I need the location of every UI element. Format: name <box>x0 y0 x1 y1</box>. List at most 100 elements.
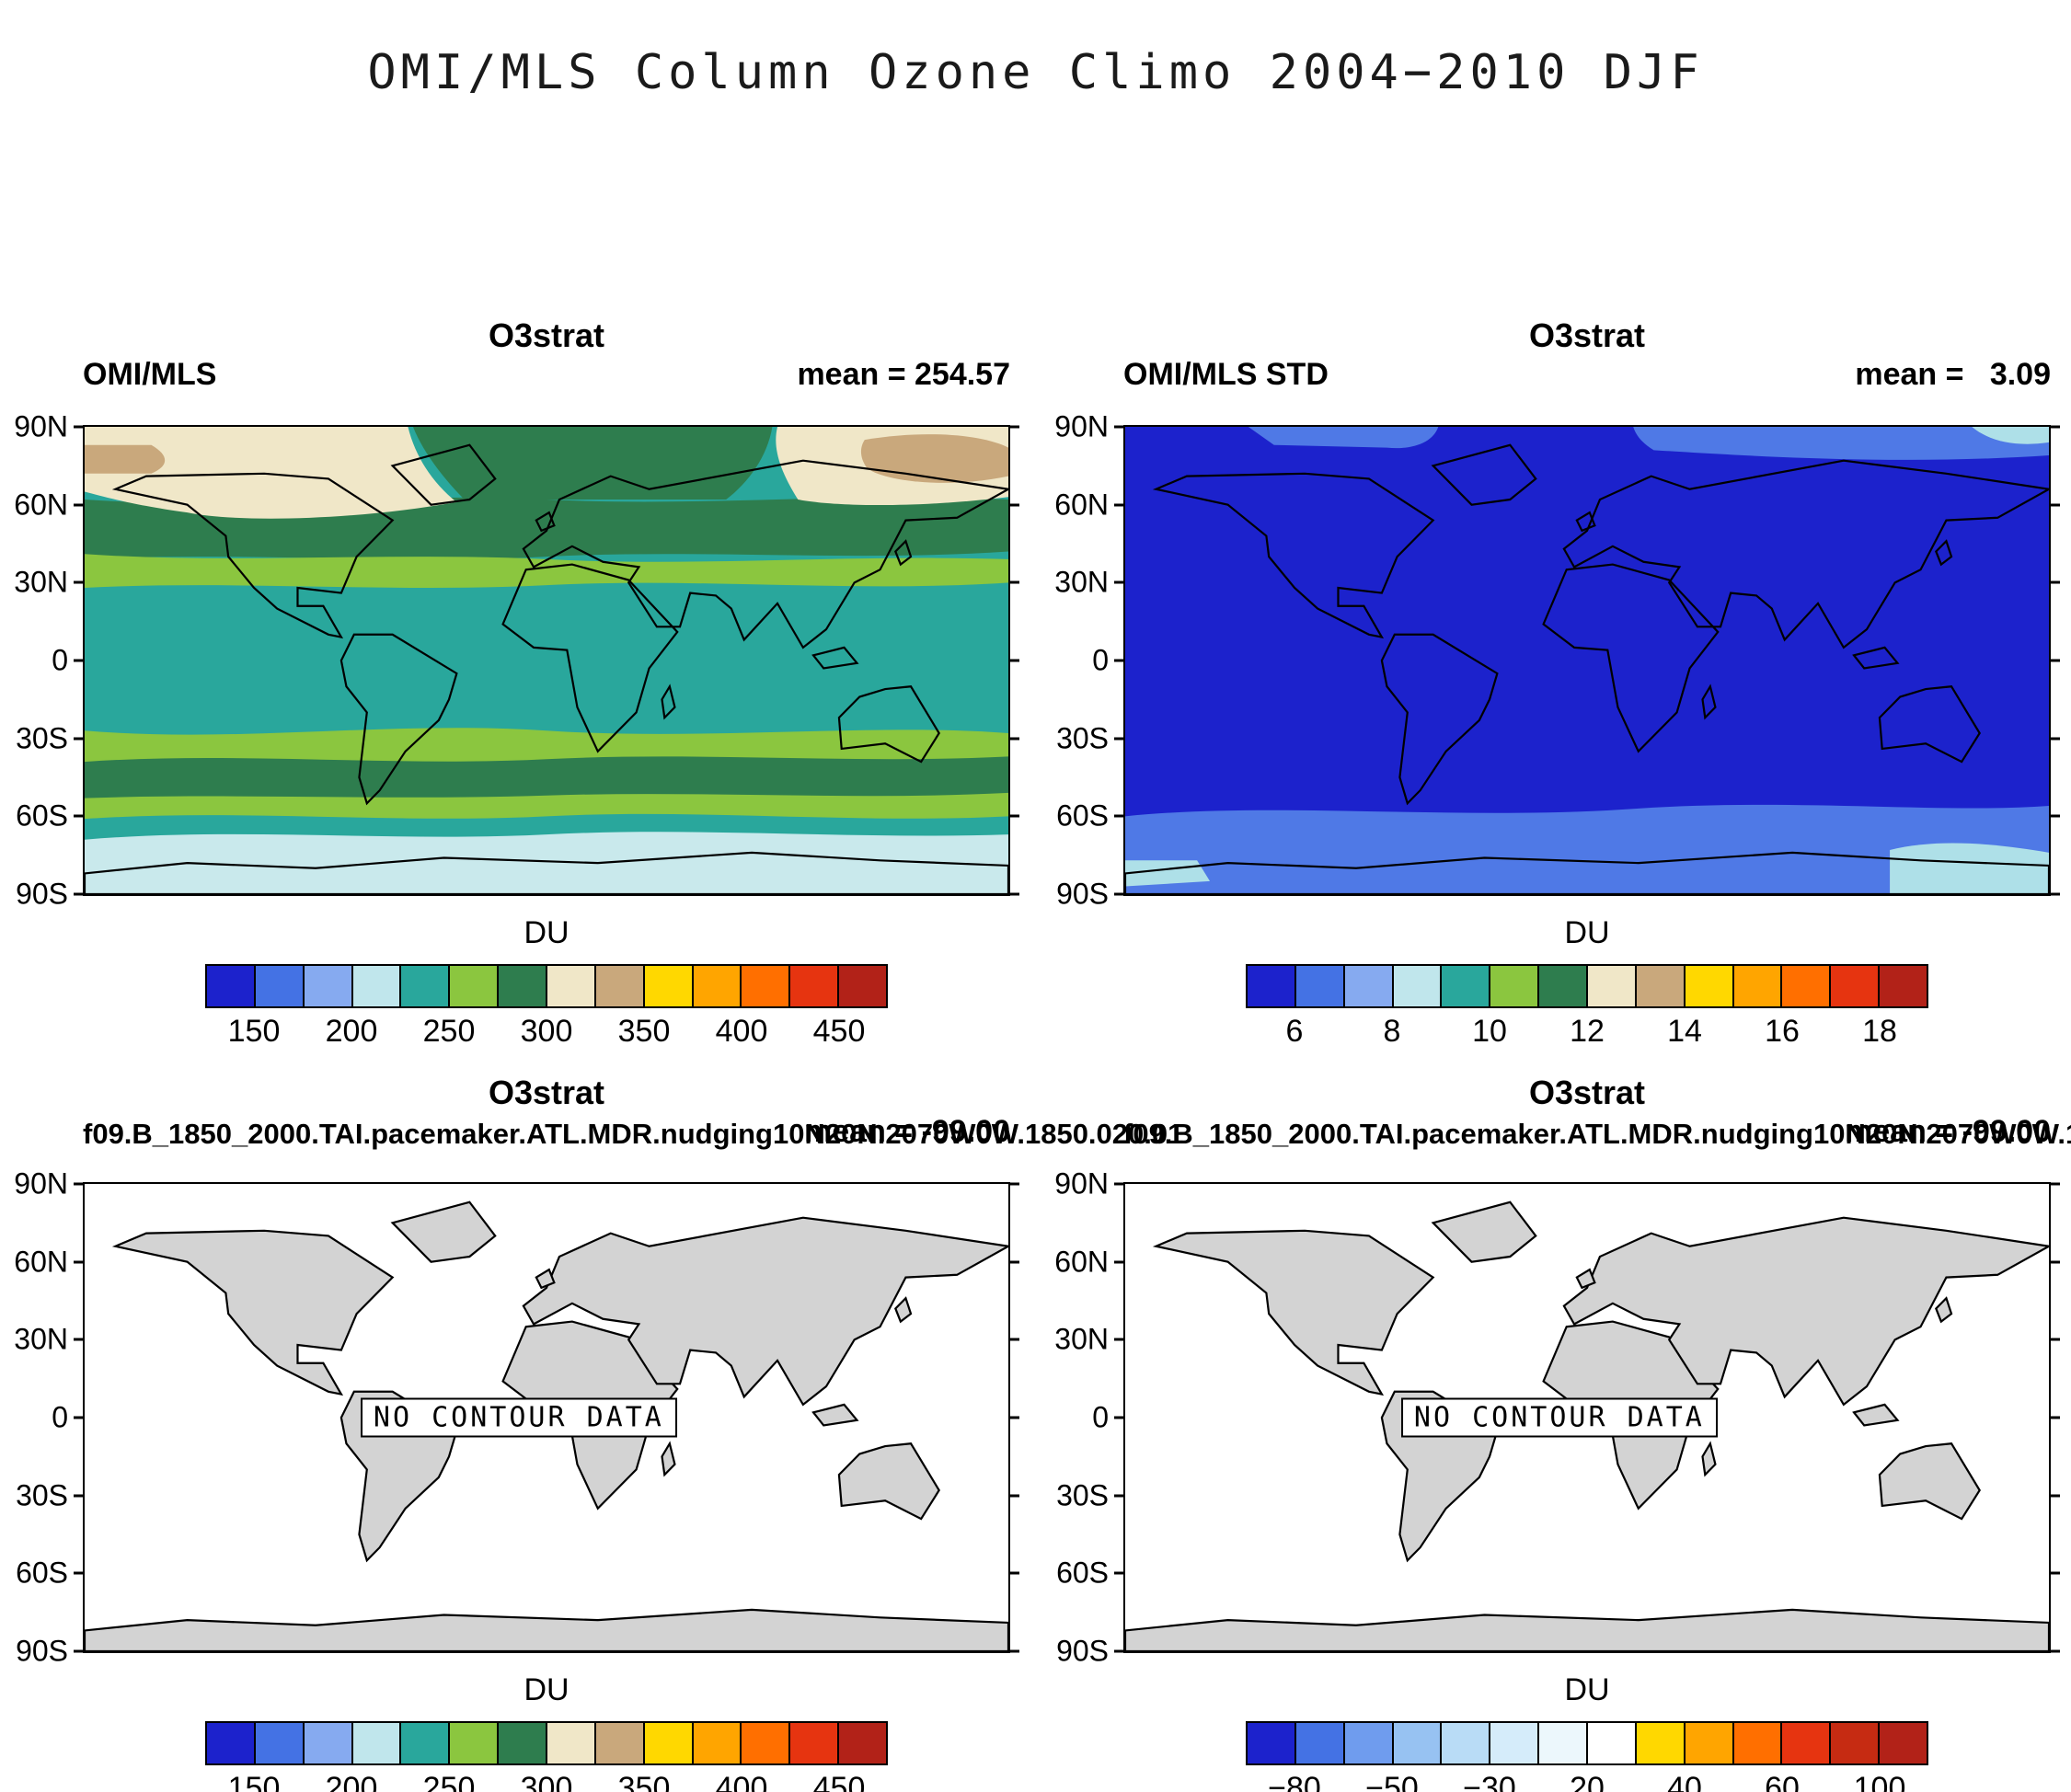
contour-band <box>85 756 1008 798</box>
colorbar-cell <box>1248 1723 1296 1763</box>
colorbar-cell <box>499 1723 548 1763</box>
latitude-tick-label: 60S <box>16 798 68 833</box>
latitude-tick-label: 60S <box>1056 1556 1109 1590</box>
colorbar-cell <box>1442 966 1491 1006</box>
colorbar-cell <box>304 1723 353 1763</box>
colorbar-units: DU <box>524 1672 570 1707</box>
colorbar-ozone: 150 200 250 300 350 400 450 <box>205 964 888 1051</box>
latitude-tick-label: 60N <box>14 488 68 522</box>
panel-omimls-std: O3strat OMI/MLS STD mean = 3.09 90N 60N 30… <box>1054 315 2060 1051</box>
latitude-tick <box>1008 1649 1019 1653</box>
latitude-tick-label: 60N <box>1054 1245 1109 1279</box>
latitude-tick-label: 30N <box>1054 1322 1109 1356</box>
latitude-tick <box>2049 1494 2060 1498</box>
latitude-tick-label: 90S <box>1056 1634 1109 1668</box>
latitude-tick-label: 90N <box>1054 1166 1109 1200</box>
latitude-tick <box>1008 1182 1019 1186</box>
latitude-tick-label: 30N <box>14 565 68 599</box>
contour-band <box>85 444 166 474</box>
panel-mean-value: mean = -99.00 <box>804 1114 1010 1149</box>
colorbar-cells <box>205 964 888 1008</box>
latitude-tick <box>1114 580 1125 584</box>
colorbar-cell <box>207 966 256 1006</box>
colorbar-cell <box>1880 1723 1927 1763</box>
colorbar-tick-label: 200 <box>325 1014 378 1049</box>
latitude-tick-label: 90N <box>1054 409 1109 443</box>
colorbar-tick-label: 100 <box>1853 1771 1906 1792</box>
colorbar-cell <box>1685 1723 1734 1763</box>
colorbar-cell <box>1733 966 1783 1006</box>
latitude-tick <box>2049 1260 2060 1264</box>
colorbar-std: 6 8 10 12 14 16 18 <box>1246 964 1928 1051</box>
colorbar-tick-labels: 6 8 10 12 14 16 18 <box>1246 1014 1928 1051</box>
colorbar-tick-label: 400 <box>715 1014 768 1049</box>
contour-band <box>85 554 1008 588</box>
panel-subheader: OMI/MLS mean = 254.57 <box>83 357 1010 397</box>
colorbar-cell <box>255 966 305 1006</box>
latitude-tick <box>1008 580 1019 584</box>
colorbar-cell <box>401 966 451 1006</box>
latitude-tick-label: 90S <box>16 1634 68 1668</box>
colorbar-tick-label: 450 <box>812 1771 866 1792</box>
colorbar-cell <box>1685 966 1734 1006</box>
map-model-empty: 90N 60N 30N 0 30S 60S 90S NO CONTOUR DATA <box>14 1167 1019 1668</box>
latitude-tick <box>1114 737 1125 741</box>
colorbar-cell <box>1831 1723 1881 1763</box>
latitude-tick-label: 90S <box>16 877 68 911</box>
panel-title: O3strat <box>1528 316 1646 354</box>
colorbar-tick-label: 14 <box>1667 1014 1702 1049</box>
no-contour-data-box: NO CONTOUR DATA <box>1400 1397 1718 1438</box>
colorbar-tick-label: 10 <box>1472 1014 1507 1049</box>
colorbar-tick-label: −30 <box>1463 1771 1516 1792</box>
colorbar-cell <box>644 966 694 1006</box>
colorbar-tick-label: 250 <box>422 1771 476 1792</box>
latitude-tick <box>2049 580 2060 584</box>
panel-source-label: f09.B_1850_2000.TAI.pacemaker.ATL.MDR.nu… <box>1123 1118 2071 1150</box>
latitude-tick <box>1114 1571 1125 1575</box>
colorbar-tick-label: 300 <box>520 1771 573 1792</box>
latitude-tick-label: 90S <box>1056 877 1109 911</box>
colorbar-tick-label: 150 <box>227 1014 281 1049</box>
contour-band <box>1890 843 2049 894</box>
colorbar-tick-labels: 150 200 250 300 350 400 450 <box>205 1771 888 1792</box>
latitude-tick-label: 30S <box>16 1478 68 1512</box>
latitude-tick <box>2049 1182 2060 1186</box>
latitude-tick-label: 60S <box>16 1556 68 1590</box>
colorbar-cell <box>742 1723 791 1763</box>
colorbar-cell <box>1588 1723 1637 1763</box>
colorbar-cell <box>450 966 500 1006</box>
latitude-tick <box>74 580 85 584</box>
latitude-tick <box>2049 892 2060 896</box>
latitude-tick <box>74 814 85 818</box>
panel-source-label: f09.B_1850_2000.TAI.pacemaker.ATL.MDR.nu… <box>83 1118 1184 1150</box>
no-contour-data-box: NO CONTOUR DATA <box>360 1397 677 1438</box>
panel-mean-value: mean = -99.00 <box>1845 1114 2051 1149</box>
colorbar-tick-label: −80 <box>1268 1771 1321 1792</box>
colorbar-cells <box>205 1721 888 1765</box>
latitude-tick <box>2049 737 2060 741</box>
colorbar-tick-label: 40 <box>1667 1771 1702 1792</box>
latitude-tick <box>1114 1416 1125 1419</box>
latitude-tick-label: 30N <box>1054 565 1109 599</box>
latitude-tick <box>1114 503 1125 507</box>
contour-band <box>860 434 1008 483</box>
latitude-tick-label: 0 <box>1092 1400 1109 1434</box>
contour-band <box>1633 427 2049 460</box>
colorbar-units: DU <box>1564 915 1610 950</box>
colorbar-tick-label: 18 <box>1862 1014 1897 1049</box>
colorbar-cell <box>1248 966 1296 1006</box>
colorbar-cell <box>1490 966 1540 1006</box>
colorbar-cell <box>1393 1723 1443 1763</box>
colorbar-cell <box>1295 966 1345 1006</box>
colorbar-cell <box>450 1723 500 1763</box>
colorbar-tick-label: 400 <box>715 1771 768 1792</box>
colorbar-cell <box>207 1723 256 1763</box>
colorbar-cell <box>499 966 548 1006</box>
latitude-tick <box>1008 1494 1019 1498</box>
colorbar-cell <box>1539 1723 1589 1763</box>
colorbar-cells <box>1246 1721 1928 1765</box>
colorbar-cell <box>790 1723 840 1763</box>
latitude-tick <box>1114 814 1125 818</box>
latitude-tick <box>2049 503 2060 507</box>
latitude-tick-label: 30S <box>1056 1478 1109 1512</box>
